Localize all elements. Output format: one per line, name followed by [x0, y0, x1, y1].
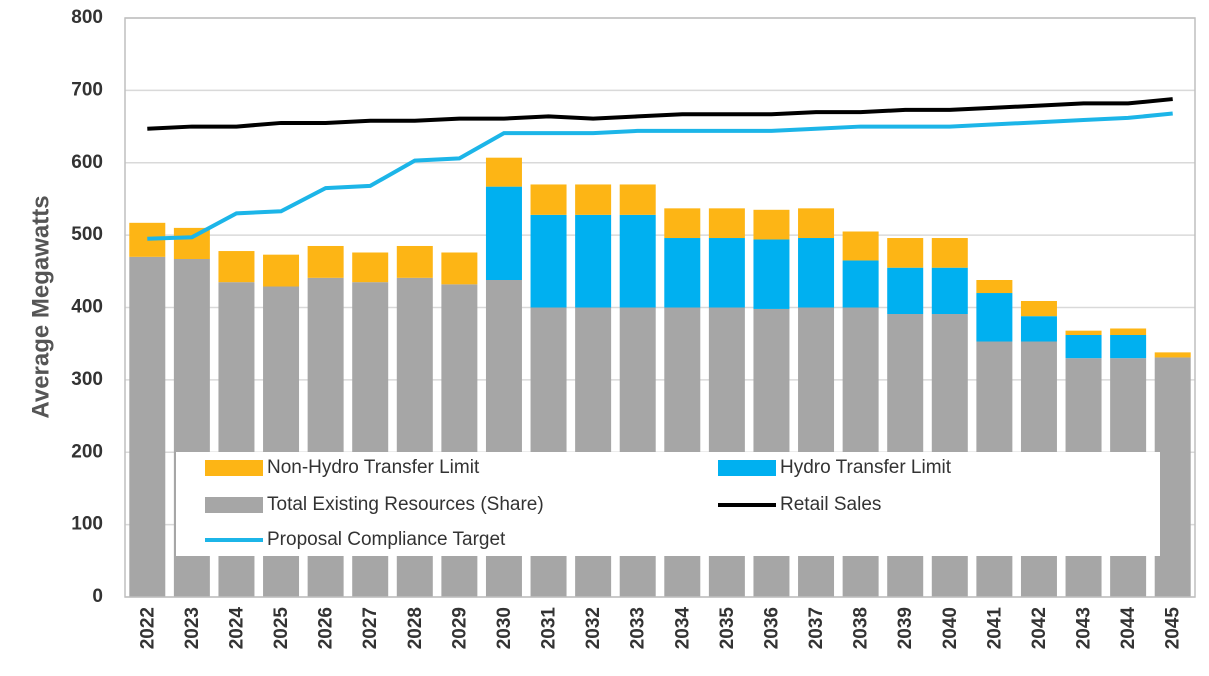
bar	[708, 238, 745, 308]
x-tick-label: 2023	[182, 607, 203, 649]
bar	[530, 214, 567, 308]
x-tick-label: 2041	[984, 607, 1005, 650]
x-tick-label: 2035	[717, 607, 738, 650]
bar	[798, 238, 835, 308]
bar	[976, 279, 1013, 294]
y-tick-label: 100	[71, 514, 103, 535]
x-tick-label: 2043	[1074, 607, 1095, 649]
bar	[530, 184, 567, 215]
legend-swatch	[205, 460, 263, 476]
x-tick-label: 2044	[1118, 607, 1139, 650]
x-tick-label: 2022	[137, 607, 158, 649]
legend-label: Retail Sales	[780, 494, 881, 515]
x-tick-label: 2036	[761, 607, 782, 649]
bar	[887, 238, 924, 268]
y-tick-label: 0	[92, 586, 103, 607]
bar	[1110, 335, 1147, 359]
bar	[307, 245, 344, 278]
bar	[441, 252, 478, 285]
bar	[263, 254, 300, 287]
bar	[887, 267, 924, 315]
bar	[1065, 335, 1102, 359]
bar	[931, 238, 968, 268]
bar	[842, 231, 879, 261]
bar	[1110, 328, 1147, 336]
x-tick-label: 2029	[449, 607, 470, 649]
y-tick-label: 600	[71, 152, 103, 173]
line	[147, 97, 1173, 131]
y-tick-label: 800	[71, 7, 103, 28]
y-tick-label: 200	[71, 441, 103, 462]
bar	[575, 214, 612, 308]
bar	[842, 260, 879, 308]
bar	[664, 208, 701, 239]
bar	[1154, 352, 1191, 358]
legend-swatch	[718, 460, 776, 476]
y-tick-label: 300	[71, 369, 103, 390]
bar	[664, 238, 701, 308]
legend-label: Non-Hydro Transfer Limit	[267, 457, 480, 478]
bar	[352, 252, 389, 283]
bar	[1065, 330, 1102, 336]
x-tick-label: 2025	[271, 607, 292, 650]
x-tick-label: 2034	[672, 607, 693, 650]
x-tick-label: 2040	[940, 607, 961, 649]
bar	[931, 267, 968, 315]
x-tick-label: 2031	[539, 607, 560, 650]
x-tick-label: 2027	[360, 607, 381, 649]
x-tick-label: 2033	[628, 607, 649, 649]
bar	[1154, 357, 1191, 597]
bar	[1020, 316, 1057, 342]
y-tick-label: 700	[71, 79, 103, 100]
x-tick-label: 2045	[1163, 607, 1184, 650]
legend-label: Hydro Transfer Limit	[780, 457, 952, 478]
bar	[619, 184, 656, 215]
y-axis-label: Average Megawatts	[27, 195, 54, 418]
bar	[575, 184, 612, 215]
x-tick-label: 2037	[806, 607, 827, 649]
bar	[753, 209, 790, 240]
legend-swatch	[205, 497, 263, 513]
x-tick-label: 2038	[851, 607, 872, 649]
x-tick-label: 2039	[895, 607, 916, 649]
bar	[485, 157, 522, 187]
y-tick-label: 500	[71, 224, 103, 245]
bar	[396, 245, 433, 278]
line	[147, 111, 1173, 241]
legend-box	[176, 452, 1160, 556]
bar	[976, 293, 1013, 342]
bar	[218, 251, 255, 283]
bar	[1020, 300, 1057, 317]
x-tick-label: 2028	[405, 607, 426, 649]
bar	[619, 214, 656, 308]
bar	[485, 186, 522, 280]
bar	[708, 208, 745, 239]
x-tick-label: 2032	[583, 607, 604, 649]
legend-label: Total Existing Resources (Share)	[267, 494, 544, 515]
bar	[798, 208, 835, 239]
legend-label: Proposal Compliance Target	[267, 529, 506, 550]
bar	[129, 256, 166, 597]
x-tick-label: 2030	[494, 607, 515, 649]
plot-border	[124, 17, 1196, 598]
x-tick-label: 2042	[1029, 607, 1050, 649]
x-tick-label: 2026	[316, 607, 337, 649]
y-tick-label: 400	[71, 297, 103, 318]
bar	[753, 239, 790, 309]
x-tick-label: 2024	[226, 607, 247, 650]
